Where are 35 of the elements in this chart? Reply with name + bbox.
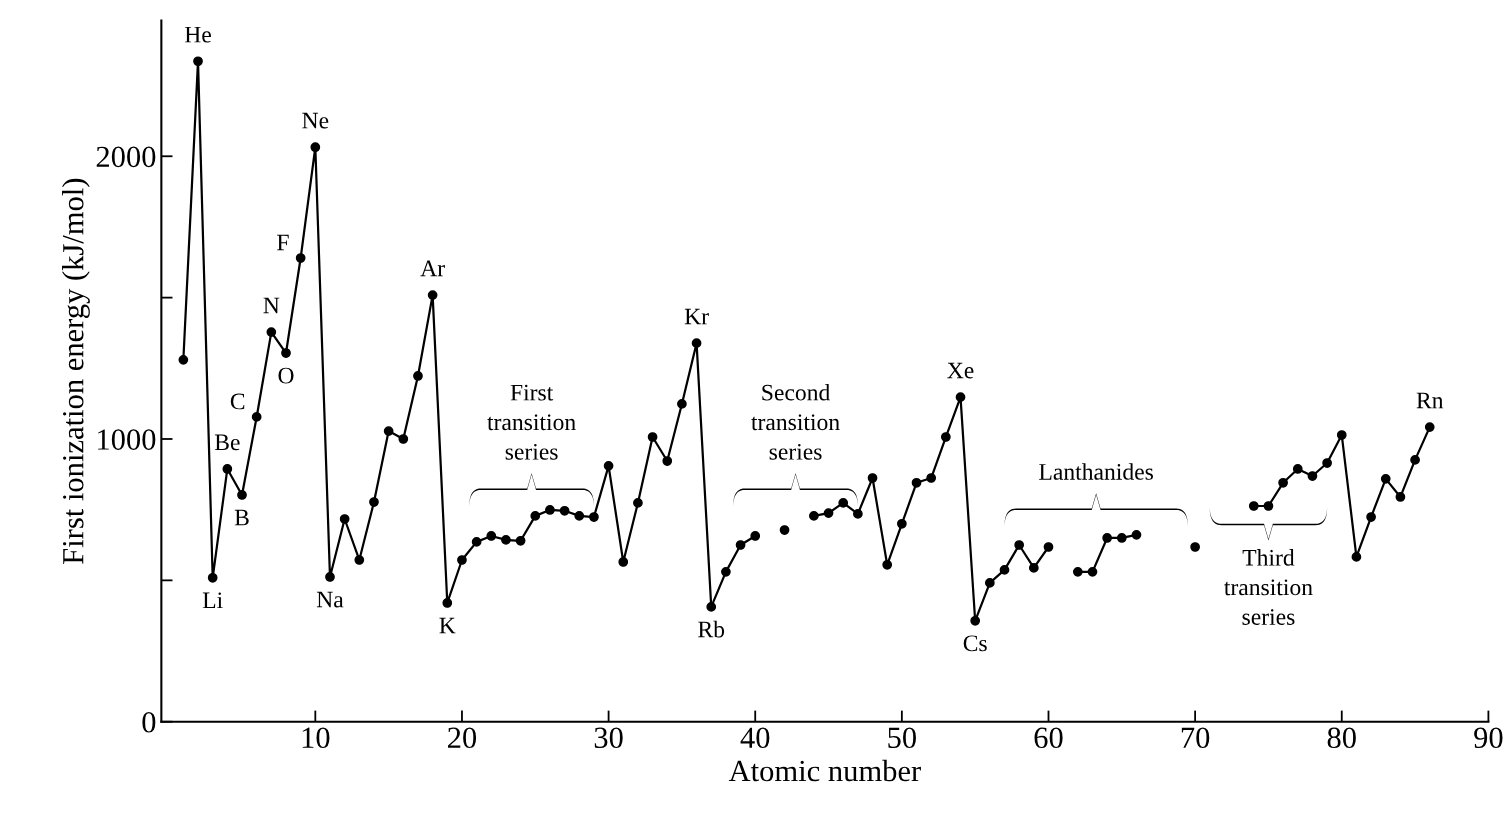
y-tick-label: 2000 bbox=[96, 146, 156, 168]
x-tick-label: 60 bbox=[1034, 727, 1063, 749]
annotation: Second transition series bbox=[751, 383, 840, 460]
x-tick-label: 70 bbox=[1181, 727, 1210, 749]
y-tick-label: 1000 bbox=[98, 429, 156, 450]
y-tick-label: 0 bbox=[142, 712, 156, 733]
annotation: Lanthanides bbox=[1039, 463, 1153, 480]
x-tick-label: 30 bbox=[594, 727, 623, 749]
x-tick-label: 10 bbox=[302, 727, 330, 749]
x-tick-label: 90 bbox=[1474, 727, 1503, 749]
annotation: Na bbox=[316, 591, 344, 608]
annotation: B bbox=[234, 509, 249, 526]
x-tick-label: 50 bbox=[888, 727, 916, 749]
x-tick-label: 20 bbox=[448, 727, 477, 749]
annotation: Ne bbox=[302, 112, 329, 129]
annotation: Kr bbox=[684, 308, 709, 325]
annotation: Third transition series bbox=[1224, 549, 1313, 625]
annotation: Rn bbox=[1416, 392, 1444, 409]
x-axis-title: Atomic number bbox=[728, 759, 921, 782]
y-axis-title: First ionization energy (kJ/mol) bbox=[62, 178, 90, 564]
annotation: Ar bbox=[420, 260, 445, 277]
annotation: Li bbox=[202, 592, 223, 609]
annotation: F bbox=[277, 234, 289, 251]
annotation: Be bbox=[214, 434, 240, 451]
annotation: C bbox=[230, 393, 245, 410]
annotation: Rb bbox=[698, 620, 725, 638]
annotation: O bbox=[278, 367, 294, 384]
annotation: He bbox=[184, 26, 211, 43]
annotation: First transition series bbox=[487, 384, 576, 460]
annotation: Xe bbox=[947, 362, 974, 379]
annotation: N bbox=[263, 297, 280, 314]
x-tick-label: 80 bbox=[1327, 727, 1356, 749]
annotation: Cs bbox=[963, 635, 987, 652]
x-tick-label: 40 bbox=[740, 727, 770, 749]
annotation: K bbox=[439, 617, 456, 634]
